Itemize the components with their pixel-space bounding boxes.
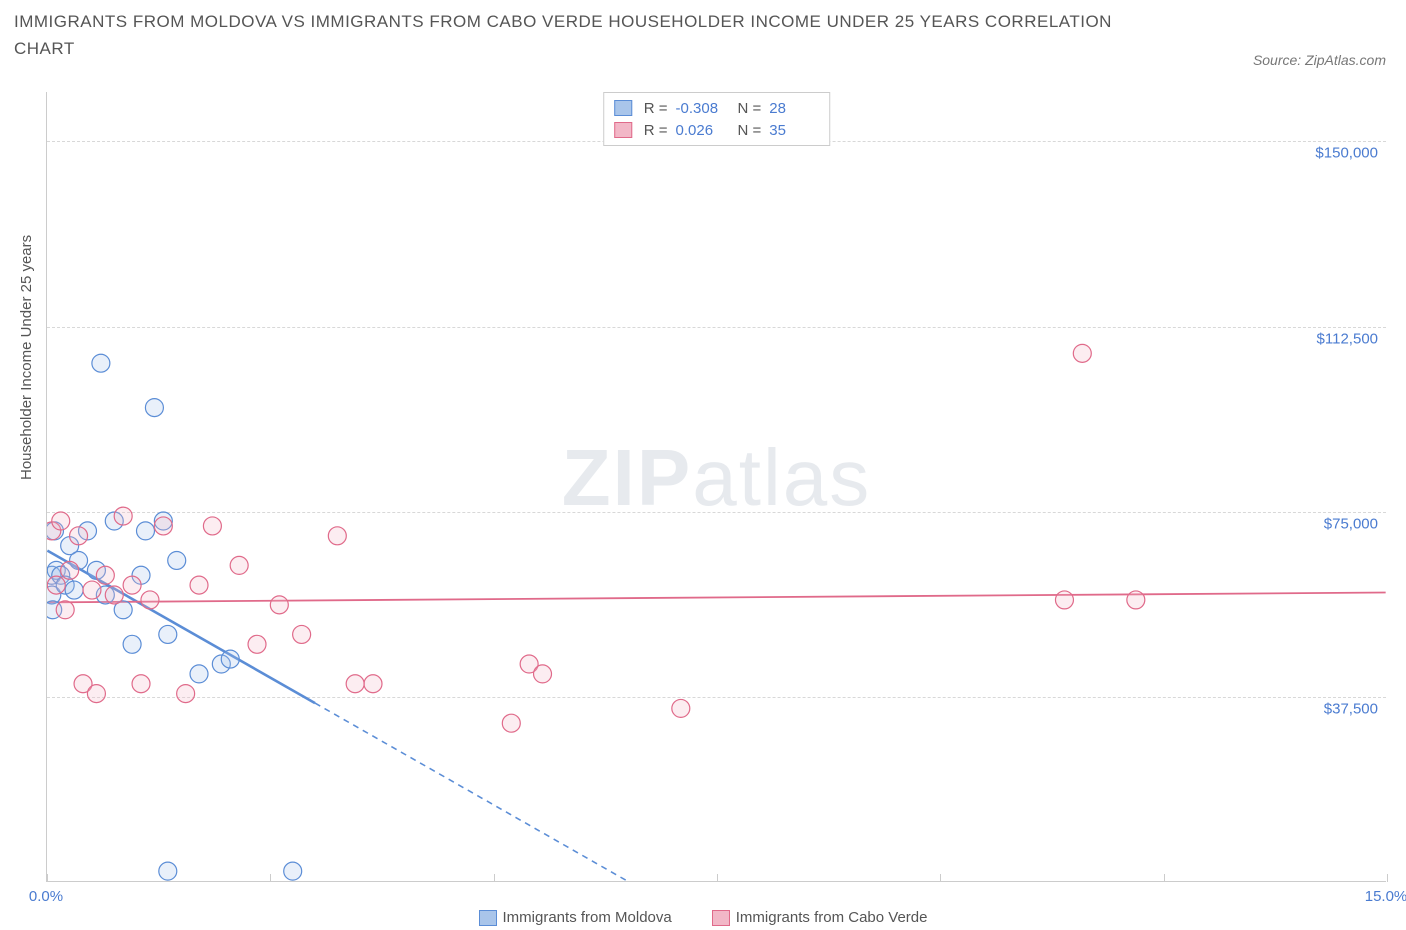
source-attribution: Source: ZipAtlas.com: [1253, 52, 1386, 68]
legend-swatch-moldova: [479, 910, 497, 926]
swatch-moldova: [614, 100, 632, 116]
legend-item-caboverde: Immigrants from Cabo Verde: [712, 909, 928, 926]
x-tick-label: 0.0%: [29, 888, 63, 905]
stats-legend-box: R = -0.308 N = 28 R = 0.026 N = 35: [603, 92, 831, 146]
y-axis-label: Householder Income Under 25 years: [18, 235, 35, 480]
r-label: R =: [644, 100, 668, 117]
swatch-caboverde: [614, 122, 632, 138]
legend-label-caboverde: Immigrants from Cabo Verde: [736, 909, 928, 926]
legend-item-moldova: Immigrants from Moldova: [479, 909, 672, 926]
plot-area: ZIPatlas R = -0.308 N = 28 R = 0.026 N =…: [46, 92, 1386, 882]
n-value-moldova: 28: [769, 100, 819, 117]
bottom-legend: Immigrants from Moldova Immigrants from …: [0, 909, 1406, 926]
x-tick: [1387, 874, 1388, 882]
legend-label-moldova: Immigrants from Moldova: [503, 909, 672, 926]
chart-svg: [47, 92, 1386, 881]
stats-row-moldova: R = -0.308 N = 28: [614, 97, 820, 119]
legend-swatch-caboverde: [712, 910, 730, 926]
r-value-caboverde: 0.026: [676, 122, 726, 139]
n-value-caboverde: 35: [769, 122, 819, 139]
r-value-moldova: -0.308: [676, 100, 726, 117]
n-label: N =: [738, 100, 762, 117]
x-tick-label: 15.0%: [1365, 888, 1406, 905]
stats-row-caboverde: R = 0.026 N = 35: [614, 119, 820, 141]
n-label: N =: [738, 122, 762, 139]
r-label: R =: [644, 122, 668, 139]
chart-title: IMMIGRANTS FROM MOLDOVA VS IMMIGRANTS FR…: [14, 8, 1114, 62]
